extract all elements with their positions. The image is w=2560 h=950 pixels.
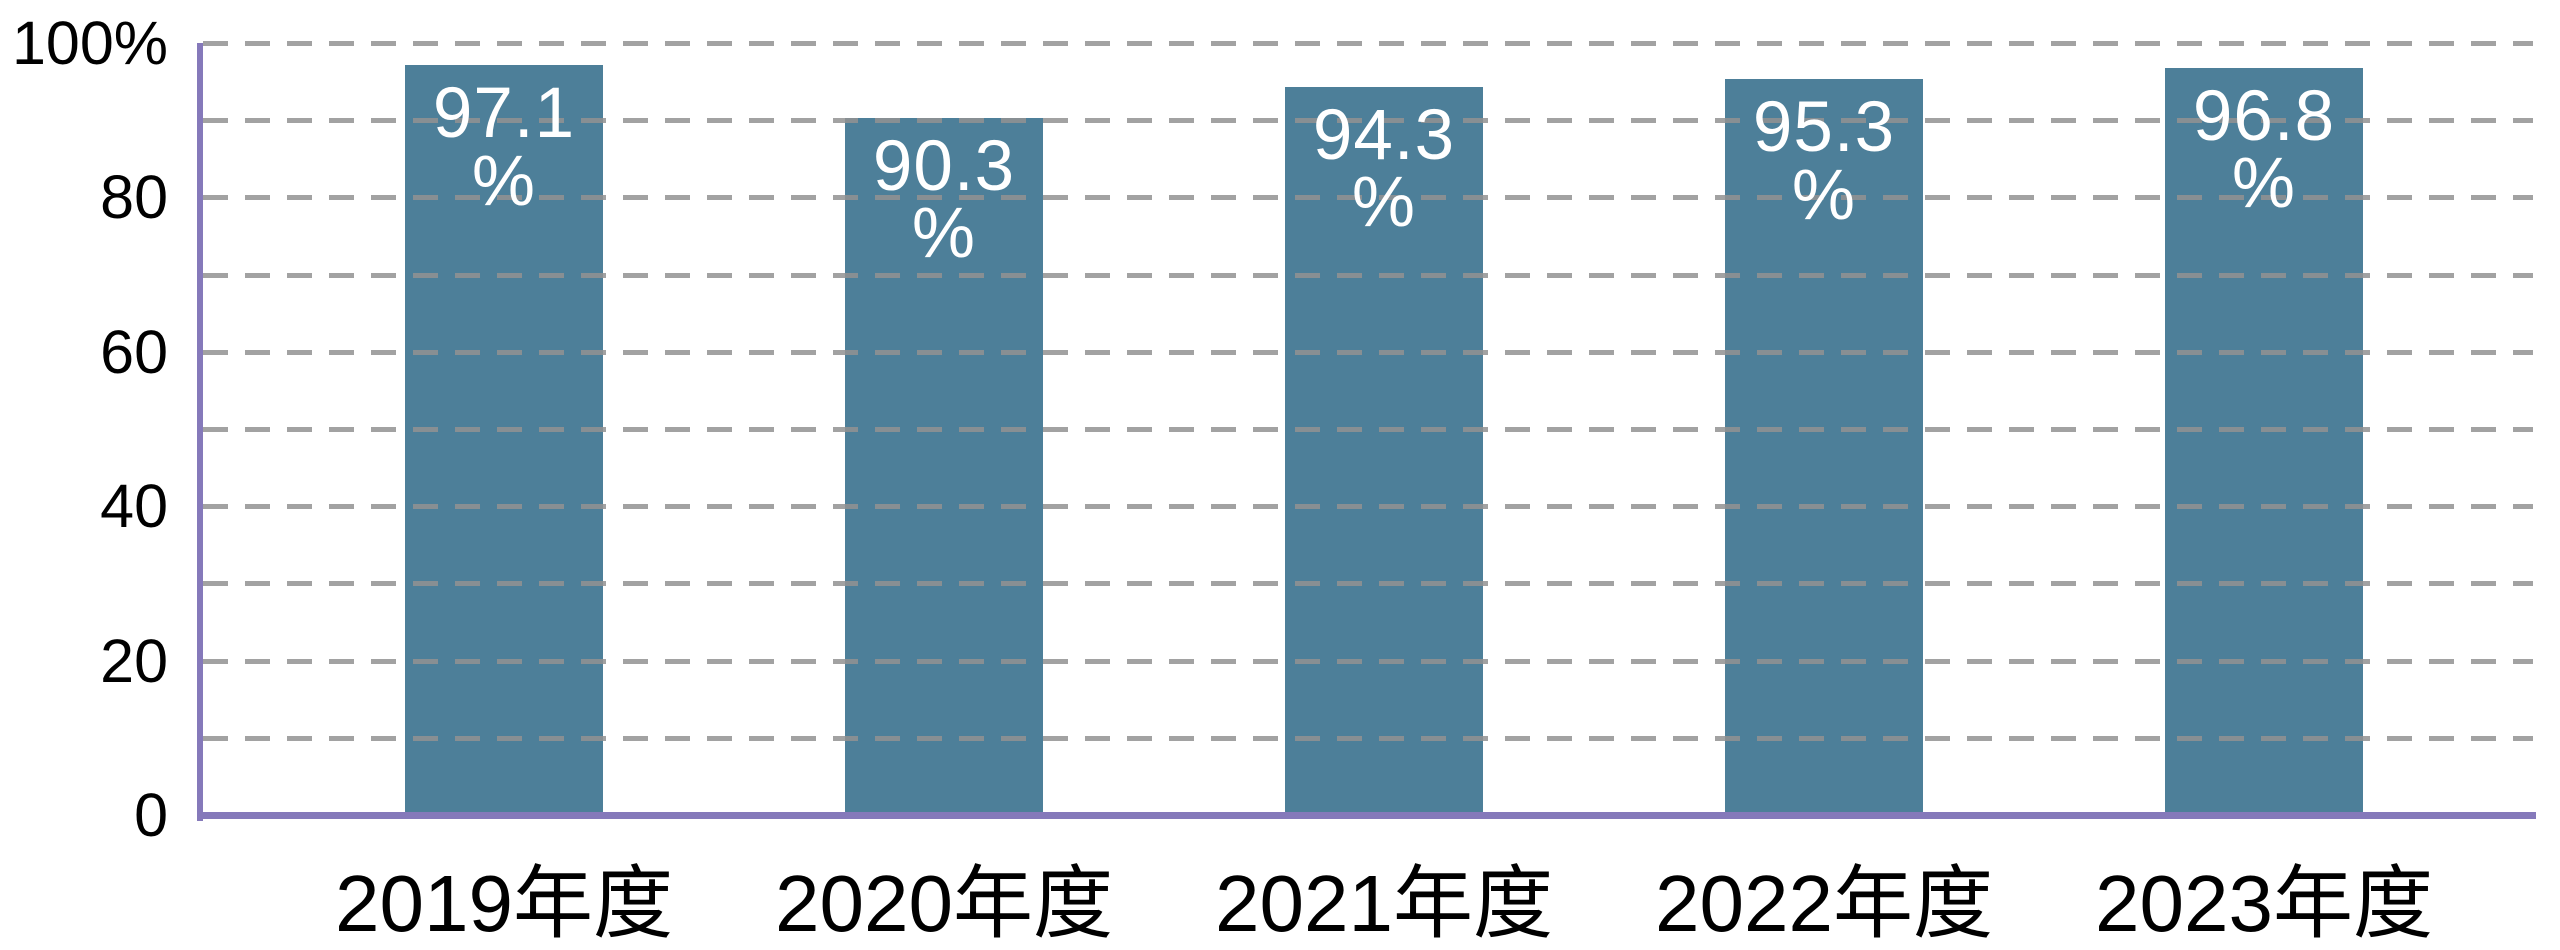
bar-value-number: 97.1 bbox=[432, 74, 576, 154]
bar-value-number: 90.3 bbox=[872, 126, 1016, 206]
bar-value-label: 97.1% bbox=[405, 65, 603, 221]
gridline bbox=[203, 658, 2533, 664]
bar-value-number: 95.3 bbox=[1752, 88, 1896, 168]
bar bbox=[2165, 67, 2363, 815]
bar-value-percent-sign: % bbox=[911, 194, 977, 274]
y-tick-label: 60 bbox=[100, 317, 168, 386]
x-tick-label: 2021年度 bbox=[1215, 859, 1553, 948]
gridline bbox=[203, 195, 2533, 201]
bar-value-number: 94.3 bbox=[1312, 96, 1456, 175]
gridline bbox=[203, 118, 2533, 124]
gridline bbox=[203, 41, 2533, 46]
bar-value-label: 94.3% bbox=[1285, 87, 1483, 243]
bar-value-percent-sign: % bbox=[471, 141, 537, 221]
bar bbox=[1285, 87, 1483, 815]
x-tick-label: 2020年度 bbox=[775, 859, 1113, 948]
x-tick-label: 2019年度 bbox=[335, 859, 673, 948]
x-tick-label: 2023年度 bbox=[2095, 859, 2433, 948]
bar-value-label: 96.8% bbox=[2165, 68, 2363, 224]
bar-value-percent-sign: % bbox=[1351, 163, 1417, 243]
gridline bbox=[203, 427, 2533, 432]
y-tick-label: 40 bbox=[100, 472, 168, 541]
bar-value-percent-sign: % bbox=[1791, 155, 1857, 235]
gridline bbox=[203, 349, 2533, 355]
y-axis-line bbox=[197, 43, 203, 821]
y-tick-label: 80 bbox=[100, 163, 168, 232]
bar bbox=[845, 117, 1043, 815]
bar bbox=[1725, 79, 1923, 815]
y-tick-label: 100% bbox=[11, 9, 168, 77]
gridline bbox=[203, 581, 2533, 587]
bar bbox=[405, 65, 603, 815]
y-tick-label: 0 bbox=[134, 781, 168, 849]
gridline bbox=[203, 735, 2533, 741]
gridline bbox=[203, 504, 2533, 510]
gridline bbox=[203, 272, 2533, 278]
bar-value-label: 95.3% bbox=[1725, 79, 1923, 235]
y-tick-label: 20 bbox=[100, 626, 168, 695]
bar-value-number: 96.8 bbox=[2192, 76, 2336, 156]
bar-value-label: 90.3% bbox=[845, 118, 1043, 274]
x-tick-label: 2022年度 bbox=[1655, 859, 1993, 948]
x-axis-line bbox=[197, 812, 2536, 819]
bar-value-percent-sign: % bbox=[2231, 144, 2297, 224]
